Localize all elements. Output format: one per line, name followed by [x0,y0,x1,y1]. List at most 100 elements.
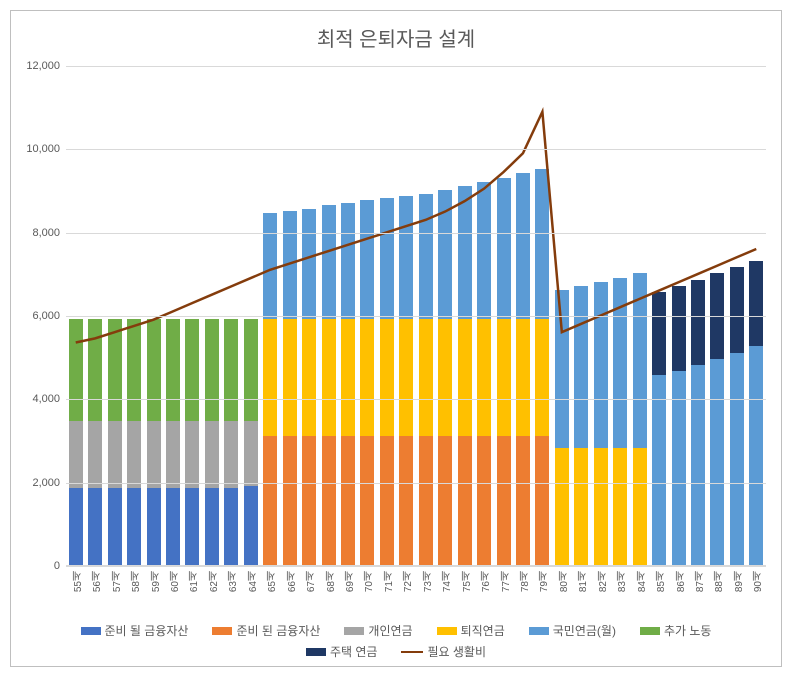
yaxis-tick-label: 0 [54,560,60,572]
bar-segment-extra_labor [147,319,161,421]
bar-segment-national_pen [322,205,336,320]
bar-segment-retire_pen [283,319,297,436]
legend-item-retire_pen: 퇴직연금 [437,622,505,639]
xaxis-tick-label: 65세 [265,571,280,592]
bar-segment-national_pen [341,203,355,320]
xaxis-tick-label: 56세 [90,571,105,592]
xaxis-tick-label: 55세 [71,571,86,592]
xaxis-tick-label: 64세 [246,571,261,592]
xaxis-tick-label: 81세 [576,571,591,592]
bar-segment-retire_pen [458,319,472,436]
gridline [66,316,766,317]
bar-segment-retire_pen [263,319,277,436]
xaxis-tick-label: 61세 [187,571,202,592]
bar-segment-prep_future [185,488,199,565]
bar-segment-prep_future [127,488,141,565]
bar-segment-national_pen [516,173,530,319]
bar-segment-personal_pen [108,421,122,488]
bar-segment-personal_pen [127,421,141,488]
bar-segment-prep_future [166,488,180,565]
legend-swatch [344,627,364,635]
xaxis-tick-label: 90세 [751,571,766,592]
legend-item-house_pen: 주택 연금 [306,643,378,660]
bar-segment-national_pen [419,194,433,319]
bar-segment-national_pen [497,178,511,320]
bar-segment-national_pen [555,290,569,448]
xaxis-tick-label: 72세 [401,571,416,592]
bar-segment-extra_labor [108,319,122,421]
bar-segment-extra_labor [166,319,180,421]
bar-segment-retire_pen [341,319,355,436]
bar-segment-national_pen [574,286,588,449]
bar-segment-house_pen [730,267,744,352]
bar-segment-prep_done [283,436,297,565]
legend-label: 필요 생활비 [427,643,486,660]
xaxis-tick-label: 63세 [226,571,241,592]
bar-segment-national_pen [652,375,666,565]
legend-item-extra_labor: 추가 노동 [640,622,712,639]
bar-segment-prep_done [380,436,394,565]
legend-swatch [437,627,457,635]
legend-label: 주택 연금 [330,643,378,660]
bar-segment-national_pen [302,209,316,319]
bar-segment-personal_pen [69,421,83,488]
bar-segment-retire_pen [438,319,452,436]
xaxis-tick-label: 66세 [285,571,300,592]
bar-segment-prep_future [205,488,219,565]
bar-segment-retire_pen [535,319,549,436]
bar-segment-retire_pen [633,448,647,565]
xaxis-tick-label: 73세 [421,571,436,592]
bar-segment-retire_pen [360,319,374,436]
bar-segment-retire_pen [322,319,336,436]
legend-line-swatch [401,651,423,653]
bar-segment-prep_done [302,436,316,565]
xaxis-tick-label: 74세 [440,571,455,592]
xaxis-tick-label: 60세 [168,571,183,592]
xaxis-tick-label: 86세 [674,571,689,592]
bar-segment-national_pen [477,182,491,320]
xaxis-tick-label: 70세 [362,571,377,592]
xaxis-tick-label: 77세 [499,571,514,592]
bar-segment-extra_labor [244,319,258,421]
legend-swatch [81,627,101,635]
legend-item-need_cost: 필요 생활비 [401,643,486,660]
yaxis-tick-label: 2,000 [32,477,60,489]
legend-label: 추가 노동 [664,622,712,639]
bar-segment-prep_done [535,436,549,565]
bar-segment-retire_pen [380,319,394,436]
bar-segment-prep_future [147,488,161,565]
bar-segment-prep_done [399,436,413,565]
bar-segment-national_pen [535,169,549,319]
yaxis-tick-label: 8,000 [32,227,60,239]
bar-segment-retire_pen [613,448,627,565]
bar-segment-prep_done [438,436,452,565]
bar-segment-retire_pen [516,319,530,436]
bar-segment-house_pen [749,261,763,346]
bar-segment-personal_pen [166,421,180,488]
bar-segment-retire_pen [399,319,413,436]
bar-segment-national_pen [283,211,297,319]
bar-segment-prep_done [263,436,277,565]
legend-item-prep_done: 준비 된 금융자산 [212,622,320,639]
bar-segment-retire_pen [419,319,433,436]
bar-segment-national_pen [613,278,627,449]
bar-segment-national_pen [360,200,374,319]
bar-segment-house_pen [672,286,686,371]
legend-swatch [529,627,549,635]
legend-label: 준비 될 금융자산 [105,622,189,639]
bar-segment-retire_pen [574,448,588,565]
legend-label: 국민연금(월) [553,622,616,639]
bar-segment-personal_pen [88,421,102,488]
legend-label: 퇴직연금 [461,622,505,639]
legend-item-prep_future: 준비 될 금융자산 [81,622,189,639]
yaxis-tick-label: 12,000 [26,60,60,72]
gridline [66,566,766,567]
bar-segment-national_pen [399,196,413,319]
chart-title: 최적 은퇴자금 설계 [11,11,781,60]
bar-segment-extra_labor [69,319,83,421]
xaxis-tick-label: 80세 [557,571,572,592]
xaxis-tick-label: 88세 [712,571,727,592]
bar-segment-extra_labor [205,319,219,421]
xaxis-tick-label: 57세 [110,571,125,592]
xaxis-tick-label: 89세 [732,571,747,592]
